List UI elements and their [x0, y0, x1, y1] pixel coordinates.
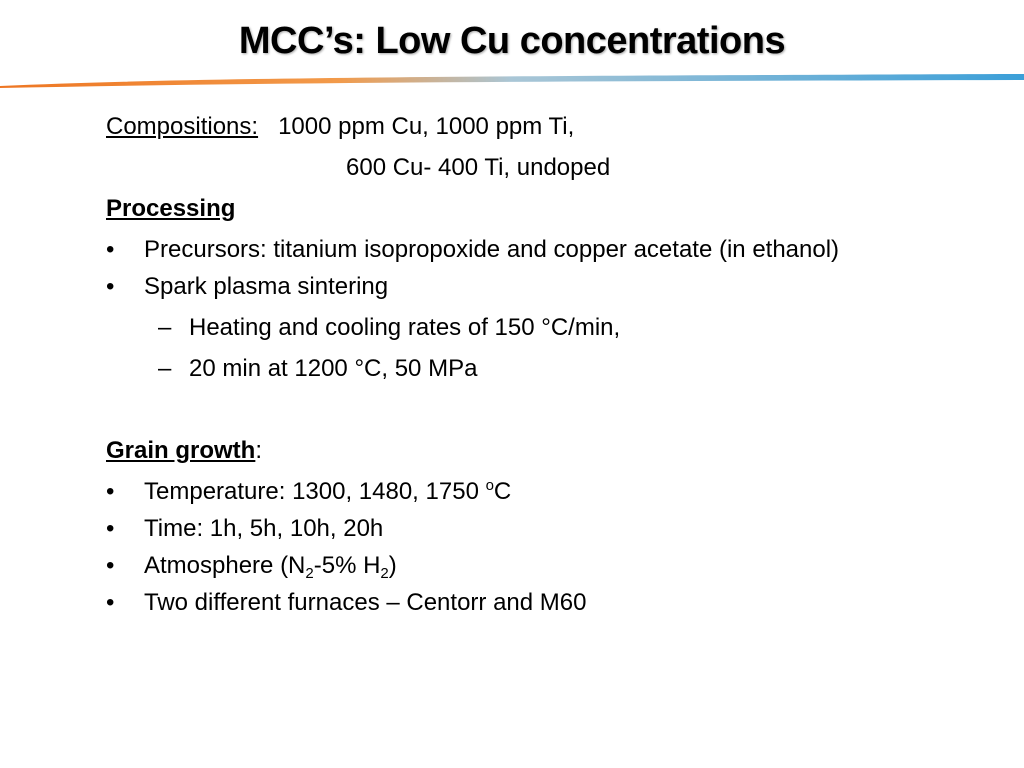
bullet-icon: •	[106, 236, 115, 263]
compositions-values-1: 1000 ppm Cu, 1000 ppm Ti,	[278, 113, 575, 140]
time-text: Time: 1h, 5h, 10h, 20h	[144, 515, 384, 542]
bullet-icon: •	[106, 273, 115, 300]
sub-list-item: – Heating and cooling rates of 150 °C/mi…	[106, 307, 906, 348]
grain-growth-heading: Grain growth	[106, 437, 256, 464]
compositions-line-1: Compositions: 1000 ppm Cu, 1000 ppm Ti,	[106, 106, 906, 147]
list-item: • Temperature: 1300, 1480, 1750 oC	[106, 475, 906, 508]
sintering-text: Spark plasma sintering	[144, 273, 389, 300]
heating-rate-text: Heating and cooling rates of 150 °C/min,	[189, 314, 621, 341]
grain-growth-colon: :	[255, 437, 263, 464]
title-divider	[0, 74, 1024, 88]
compositions-label: Compositions:	[106, 113, 259, 140]
list-item: • Two different furnaces – Centorr and M…	[106, 586, 906, 619]
bullet-icon: •	[106, 589, 115, 616]
list-item: • Atmosphere (N2-5% H2)	[106, 549, 906, 582]
dash-icon: –	[158, 355, 172, 382]
dash-icon: –	[158, 314, 172, 341]
slide-title: MCC’s: Low Cu concentrations	[238, 20, 786, 62]
compositions-values-2: 600 Cu- 400 Ti, undoped	[346, 154, 611, 181]
bullet-icon: •	[106, 478, 115, 505]
furnaces-text: Two different furnaces – Centorr and M60	[144, 589, 587, 616]
list-item: • Spark plasma sintering	[106, 270, 906, 303]
grain-growth-heading-line: Grain growth:	[106, 430, 906, 471]
slide-body: Compositions: 1000 ppm Cu, 1000 ppm Ti, …	[106, 106, 906, 623]
temperature-text: Temperature: 1300, 1480, 1750 oC	[144, 477, 512, 505]
list-item: • Precursors: titanium isopropoxide and …	[106, 233, 906, 266]
sub-list-item: – 20 min at 1200 °C, 50 MPa	[106, 348, 906, 389]
bullet-icon: •	[106, 515, 115, 542]
atmosphere-text: Atmosphere (N2-5% H2)	[144, 552, 397, 582]
processing-heading: Processing	[106, 195, 236, 222]
precursors-text: Precursors: titanium isopropoxide and co…	[144, 236, 840, 263]
bullet-icon: •	[106, 552, 115, 579]
list-item: • Time: 1h, 5h, 10h, 20h	[106, 512, 906, 545]
hold-conditions-text: 20 min at 1200 °C, 50 MPa	[189, 355, 478, 382]
